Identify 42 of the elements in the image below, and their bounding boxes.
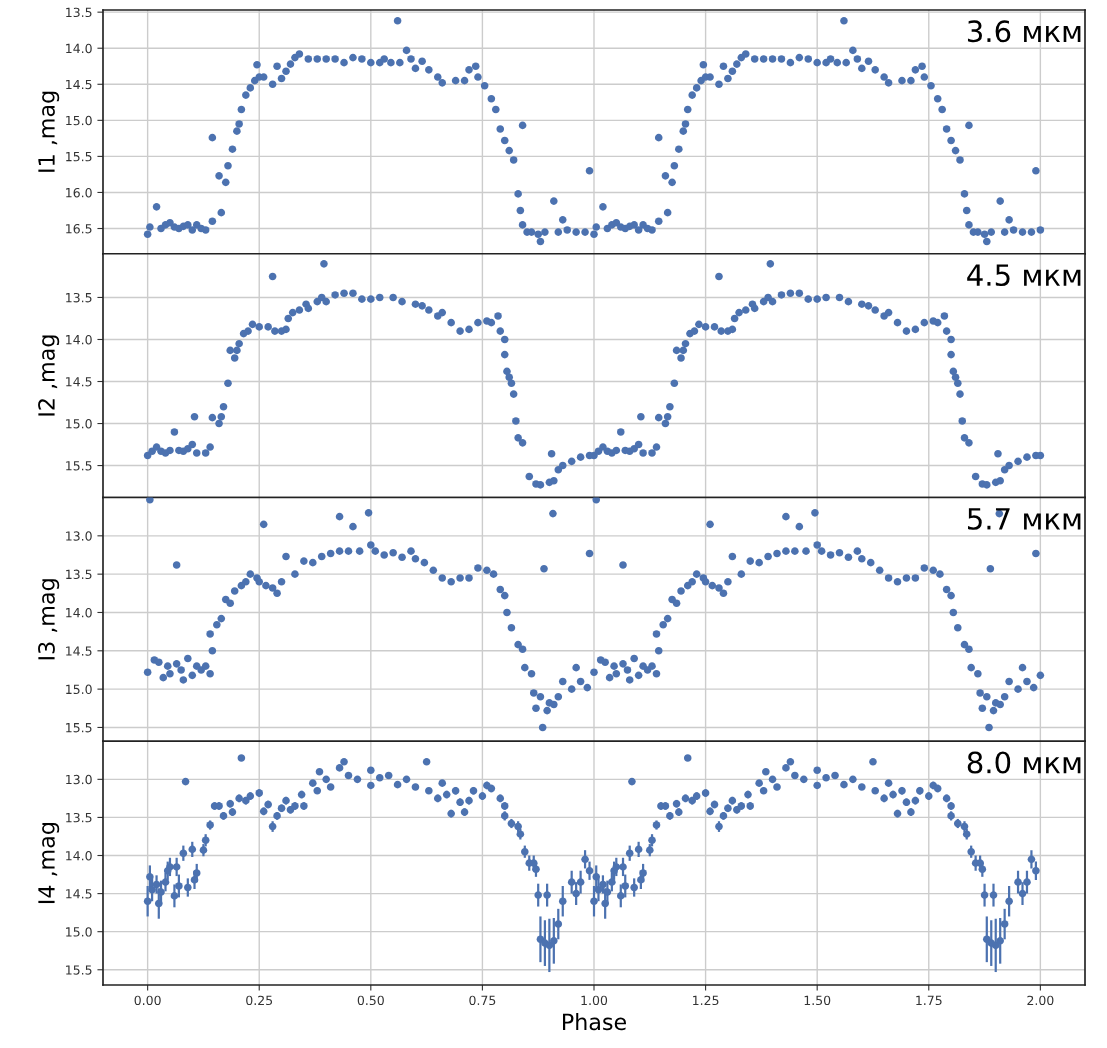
x-tick-label: 1.25 xyxy=(693,995,719,1006)
y-tick-label: 15.0 xyxy=(66,419,92,429)
y-tick-label: 14.0 xyxy=(66,43,92,54)
y-tick-label: 13.5 xyxy=(66,292,92,303)
y-axis-title: I4 ,mag xyxy=(38,823,60,904)
y-tick-label: 15.0 xyxy=(66,684,92,695)
x-tick-label: 1.50 xyxy=(804,995,831,1006)
y-tick-label: 13.5 xyxy=(66,7,92,18)
annotation: 8.0 мкм xyxy=(967,751,1081,774)
x-axis-title: Phase xyxy=(563,1013,626,1031)
y-tick-label: 14.0 xyxy=(66,850,92,861)
x-tick-label: 1.00 xyxy=(581,995,608,1006)
annotation: 5.7 мкм xyxy=(968,508,1081,530)
annotation: 4.5 мкм xyxy=(967,264,1081,287)
x-tick-label: 1.75 xyxy=(916,995,942,1006)
x-tick-label: 0.00 xyxy=(134,995,161,1006)
y-axis-title: I2 ,mag xyxy=(38,335,60,416)
y-tick-label: 15.5 xyxy=(66,152,92,162)
y-tick-label: 15.5 xyxy=(66,723,92,733)
y-tick-label: 15.5 xyxy=(66,461,92,471)
x-tick-label: 2.00 xyxy=(1027,995,1054,1006)
y-tick-label: 14.5 xyxy=(66,889,92,899)
y-tick-label: 13.0 xyxy=(66,531,92,541)
y-tick-label: 13.5 xyxy=(66,569,92,580)
x-tick-label: 0.75 xyxy=(469,995,496,1006)
y-tick-label: 13.5 xyxy=(66,812,92,823)
y-tick-label: 14.5 xyxy=(66,646,92,656)
y-tick-label: 13.0 xyxy=(66,774,92,785)
annotation: 3.6 мкм xyxy=(967,20,1081,43)
y-tick-label: 16.0 xyxy=(66,187,92,198)
x-tick-label: 0.50 xyxy=(357,995,384,1006)
x-tick-label: 0.25 xyxy=(246,995,273,1006)
y-tick-label: 14.0 xyxy=(66,334,92,345)
y-tick-label: 14.0 xyxy=(66,607,92,618)
y-tick-label: 15.5 xyxy=(66,965,92,975)
y-tick-label: 14.5 xyxy=(66,377,92,387)
y-axis-title: I1 ,mag xyxy=(38,91,60,172)
y-tick-label: 14.5 xyxy=(66,79,92,90)
y-tick-label: 15.0 xyxy=(66,115,92,126)
y-tick-label: 16.5 xyxy=(66,223,92,234)
y-axis-title: I3 ,mag xyxy=(38,579,60,660)
y-tick-label: 15.0 xyxy=(66,927,92,937)
